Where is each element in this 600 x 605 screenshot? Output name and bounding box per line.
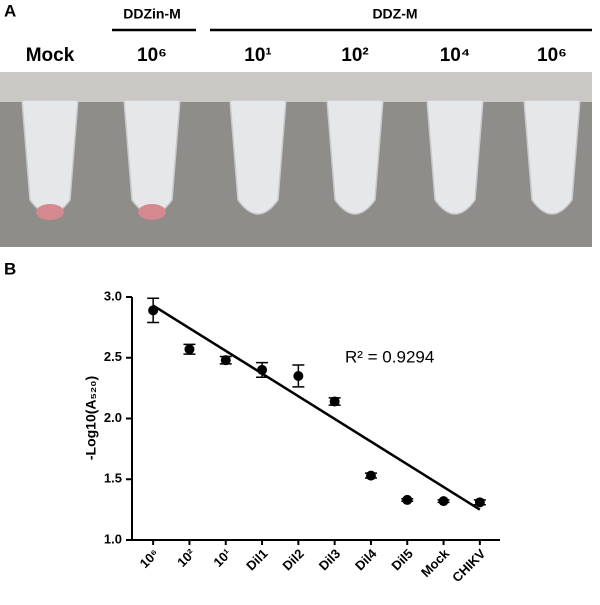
y-axis-label: -Log10(A₅₂₀) (83, 376, 99, 460)
x-tick-label: CHIKV (449, 546, 488, 585)
point (293, 370, 304, 381)
point (365, 470, 376, 481)
x-tick-label: 10² (174, 545, 198, 569)
tube-label: Mock (26, 45, 75, 66)
tube-label: 10⁴ (440, 45, 471, 66)
group-label: DDZin-M (123, 6, 181, 22)
point (402, 494, 413, 505)
y-tick-label: 3.0 (104, 288, 122, 303)
annotation: R² = 0.9294 (345, 347, 434, 366)
x-tick-label: Dil1 (243, 546, 270, 573)
point (257, 364, 268, 375)
photo (0, 72, 592, 247)
point (438, 496, 449, 507)
x-tick-label: Dil2 (279, 546, 306, 573)
point (474, 497, 485, 508)
panel-label: B (4, 259, 16, 278)
point (329, 396, 340, 407)
point (148, 305, 159, 316)
x-tick-label: 10¹ (210, 546, 234, 570)
y-tick-label: 1.0 (104, 531, 122, 546)
trend-line (152, 304, 481, 511)
y-tick-label: 2.0 (104, 410, 122, 425)
tube-label: 10¹ (244, 45, 271, 66)
x-tick-label: Mock (418, 545, 453, 580)
tube-label: 10⁶ (137, 45, 167, 66)
x-tick-label: Dil4 (352, 545, 380, 573)
tube-label: 10⁶ (537, 45, 567, 66)
tube-label: 10² (341, 45, 368, 66)
y-tick-label: 2.5 (104, 349, 122, 364)
panel-label: A (4, 1, 16, 20)
x-tick-label: 10⁶ (137, 546, 162, 571)
point (184, 344, 195, 355)
group-label: DDZ-M (372, 6, 417, 22)
y-tick-label: 1.5 (104, 471, 122, 486)
x-tick-label: Dil3 (316, 546, 343, 573)
x-tick-label: Dil5 (388, 546, 415, 573)
point (220, 355, 231, 366)
